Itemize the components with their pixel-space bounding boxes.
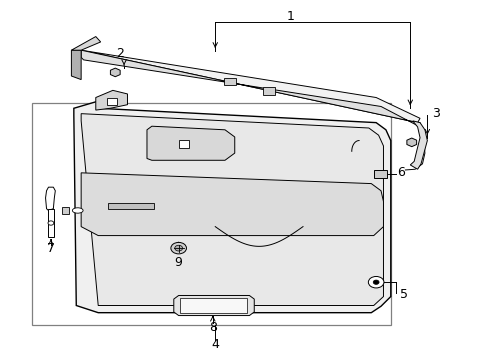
Polygon shape — [110, 68, 120, 77]
Circle shape — [48, 221, 54, 225]
Bar — [32, 103, 390, 325]
Polygon shape — [47, 209, 54, 237]
Circle shape — [174, 245, 182, 251]
Text: 2: 2 — [116, 47, 124, 60]
Text: 8: 8 — [208, 321, 216, 334]
Polygon shape — [409, 121, 427, 169]
Text: 3: 3 — [431, 107, 439, 120]
Polygon shape — [45, 187, 55, 211]
Bar — [224, 78, 235, 85]
Text: 7: 7 — [47, 242, 55, 255]
Text: 9: 9 — [174, 256, 182, 269]
Polygon shape — [81, 50, 419, 127]
Polygon shape — [61, 207, 69, 214]
Text: 6: 6 — [397, 166, 405, 179]
Bar — [180, 298, 247, 314]
Polygon shape — [147, 126, 234, 160]
Polygon shape — [406, 138, 416, 147]
Polygon shape — [81, 114, 383, 306]
Polygon shape — [173, 296, 254, 316]
Bar — [178, 140, 189, 148]
Polygon shape — [74, 101, 390, 313]
Polygon shape — [71, 37, 101, 50]
Polygon shape — [81, 50, 419, 123]
Circle shape — [372, 280, 378, 284]
Circle shape — [367, 276, 383, 288]
Polygon shape — [96, 90, 127, 110]
Bar — [108, 203, 154, 209]
Circle shape — [170, 242, 186, 254]
Text: 5: 5 — [399, 288, 407, 301]
Polygon shape — [71, 50, 81, 80]
Text: 4: 4 — [211, 338, 219, 351]
Ellipse shape — [72, 208, 83, 213]
Bar — [263, 87, 274, 95]
Bar — [107, 98, 117, 105]
Text: 1: 1 — [286, 10, 294, 23]
Polygon shape — [81, 173, 383, 235]
Polygon shape — [373, 170, 386, 178]
